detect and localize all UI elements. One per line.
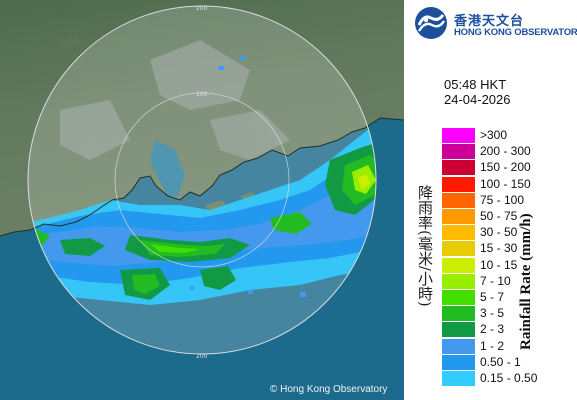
observation-date: 24-04-2026	[444, 92, 511, 107]
legend-label: 200 - 300	[480, 144, 531, 159]
legend-label: 5 - 7	[480, 290, 505, 304]
copyright-notice: © Hong Kong Observatory	[270, 384, 388, 395]
legend-title-en: Rainfall Rate (mm/h)	[518, 213, 534, 350]
legend-swatch	[442, 225, 475, 241]
legend-label: 10 - 15	[480, 257, 518, 272]
legend-label: 50 - 75	[480, 209, 518, 223]
land-mass	[0, 0, 404, 236]
legend-label: 0.50 - 1	[480, 354, 521, 369]
radar-map: 100 200 200	[0, 0, 404, 400]
legend-swatch	[442, 273, 475, 289]
range-label-100: 100	[196, 91, 208, 98]
legend-label: 100 - 150	[480, 176, 531, 191]
legend-label: 150 - 200	[480, 160, 531, 175]
hko-logo: 香港天文台 HONG KONG OBSERVATORY	[414, 6, 577, 42]
legend-swatch	[442, 241, 475, 257]
legend-swatch	[442, 322, 475, 338]
legend-swatch	[442, 306, 475, 322]
legend-swatch	[442, 338, 475, 354]
range-label-200-south: 200	[196, 353, 208, 360]
legend-swatch	[442, 176, 475, 192]
legend-title-zh: 降雨率(毫米/小時)	[416, 185, 434, 307]
legend-label: 2 - 3	[480, 322, 505, 337]
legend-swatch	[442, 160, 475, 176]
legend-swatch	[442, 192, 475, 208]
legend-panel: 香港天文台 HONG KONG OBSERVATORY 05:48 HKT 24…	[404, 0, 577, 400]
legend-swatch	[442, 144, 475, 160]
legend-swatch	[442, 290, 475, 305]
legend-label: 1 - 2	[480, 338, 505, 353]
island	[60, 36, 80, 48]
urban-areas	[60, 40, 290, 160]
observation-time: 05:48 HKT	[444, 77, 507, 92]
pearl-river-estuary	[150, 140, 185, 196]
organization-name-en: HONG KONG OBSERVATORY	[454, 27, 577, 38]
range-ring-200km	[27, 5, 377, 355]
legend-label: >300	[480, 128, 508, 142]
legend-swatch	[442, 354, 475, 370]
legend-swatch	[442, 128, 475, 143]
legend-label: 7 - 10	[480, 273, 511, 288]
range-ring-100km	[114, 92, 290, 268]
legend-label: 15 - 30	[480, 241, 518, 256]
legend-label: 3 - 5	[480, 306, 505, 321]
organization-name-zh: 香港天文台	[454, 14, 525, 29]
range-label-200: 200	[196, 5, 208, 12]
legend-label: 0.15 - 0.50	[480, 371, 538, 385]
legend-swatch	[442, 257, 475, 273]
legend-swatch	[442, 371, 475, 386]
legend-label: 30 - 50	[480, 225, 518, 240]
hko-emblem-icon	[415, 7, 447, 39]
legend-swatch	[442, 209, 475, 224]
legend-label: 75 - 100	[480, 192, 525, 207]
coastline	[0, 117, 404, 237]
